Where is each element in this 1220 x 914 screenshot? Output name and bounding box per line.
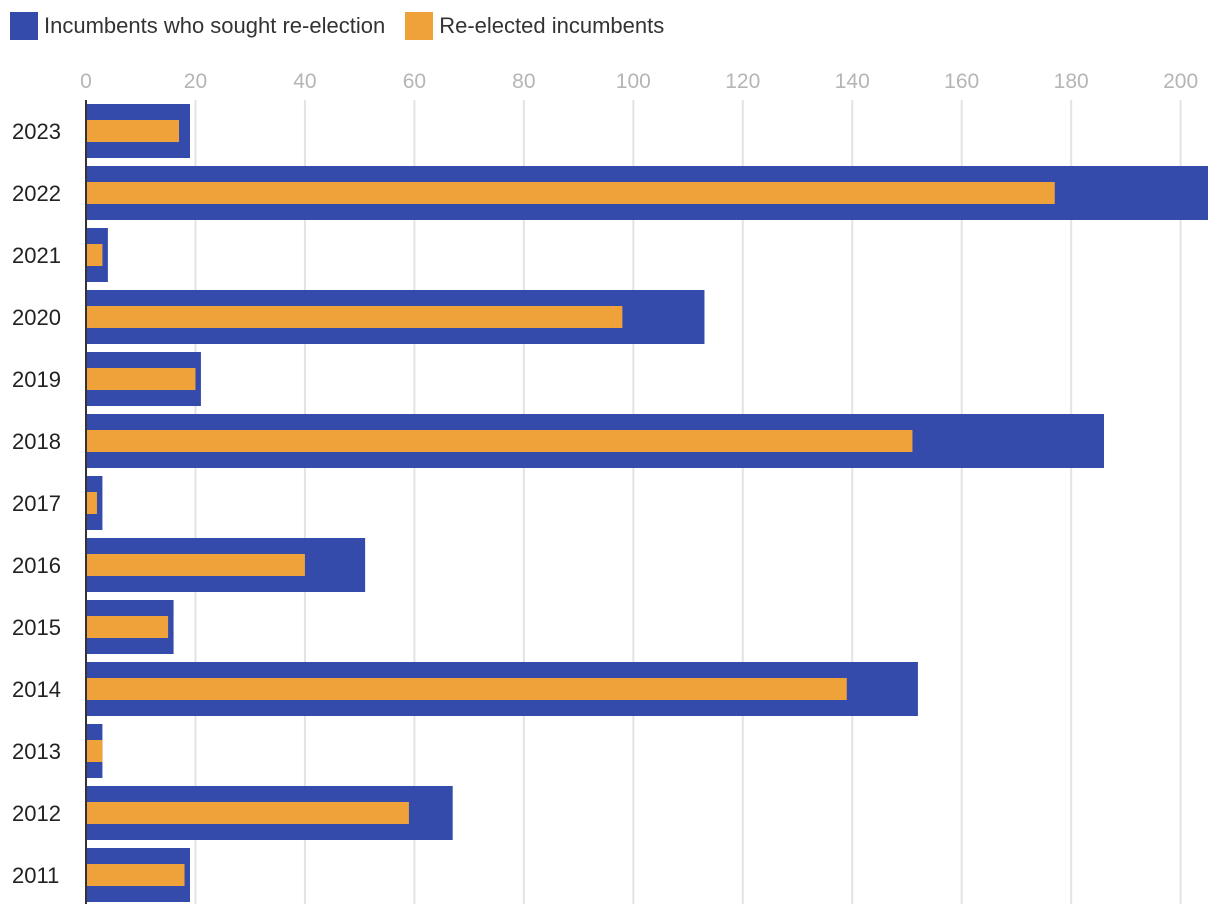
legend-swatch-reelected [405,12,434,40]
category-label-2019: 2019 [12,367,61,392]
bar-reelected-2015 [86,616,169,638]
chart-legend: Incumbents who sought re-election Re-ele… [10,12,684,40]
category-label-2012: 2012 [12,801,61,826]
bar-reelected-2012 [86,802,409,824]
category-label-2022: 2022 [12,181,61,206]
bar-reelected-2013 [86,740,103,762]
x-tick-label-200: 200 [1163,70,1198,93]
x-tick-label-140: 140 [835,70,870,93]
bar-reelected-2014 [86,678,847,700]
category-label-2020: 2020 [12,305,61,330]
legend-swatch-sought [10,12,38,40]
category-label-2015: 2015 [12,615,61,640]
bar-reelected-2018 [86,430,913,452]
x-tick-label-160: 160 [944,70,979,93]
bar-reelected-2022 [86,182,1055,204]
x-tick-label-60: 60 [403,70,426,93]
category-label-2016: 2016 [12,553,61,578]
legend-label-sought: Incumbents who sought re-election [44,13,386,38]
category-label-2017: 2017 [12,491,61,516]
bar-reelected-2011 [86,864,185,886]
bar-reelected-2023 [86,120,180,142]
category-label-2013: 2013 [12,739,61,764]
legend-item-reelected[interactable]: Re-elected incumbents [405,12,664,40]
category-label-2023: 2023 [12,119,61,144]
category-label-2011: 2011 [12,863,59,888]
legend-item-sought[interactable]: Incumbents who sought re-election [10,12,385,40]
x-tick-label-180: 180 [1054,70,1089,93]
category-label-2018: 2018 [12,429,61,454]
x-tick-label-120: 120 [725,70,760,93]
bar-reelected-2017 [86,492,97,514]
x-tick-label-100: 100 [616,70,651,93]
x-tick-label-40: 40 [293,70,316,93]
bar-reelected-2021 [86,244,103,266]
bar-reelected-2020 [86,306,623,328]
x-tick-label-0: 0 [80,70,92,93]
category-label-2014: 2014 [12,677,61,702]
bar-reelected-2016 [86,554,305,576]
legend-label-reelected: Re-elected incumbents [439,13,665,38]
x-tick-label-20: 20 [184,70,207,93]
x-tick-label-80: 80 [512,70,535,93]
bar-reelected-2019 [86,368,196,390]
category-label-2021: 2021 [12,243,61,268]
